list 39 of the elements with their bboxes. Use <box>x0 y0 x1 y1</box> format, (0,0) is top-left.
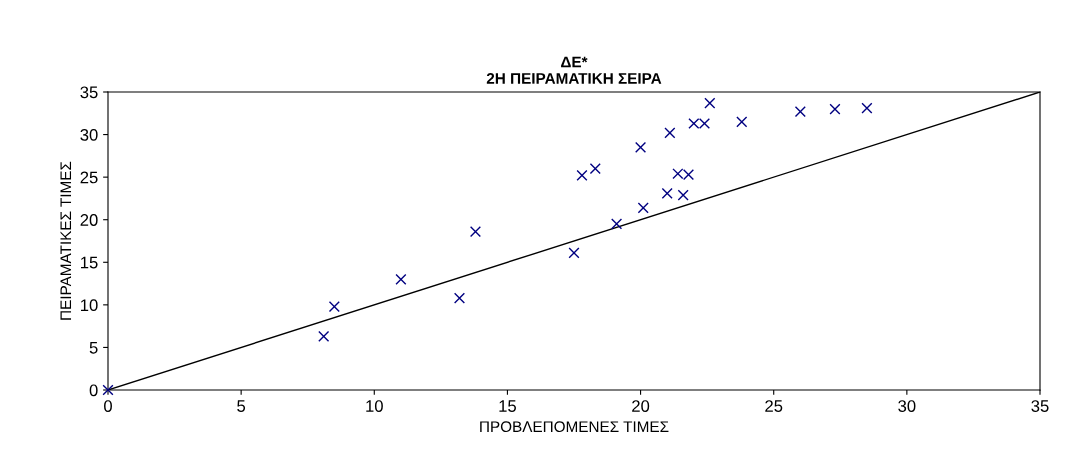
point <box>664 127 676 139</box>
y-tick-label: 30 <box>80 128 98 141</box>
point <box>328 301 340 313</box>
chart-title: ΔΕ* 2Η ΠΕΙΡΑΜΑΤΙΚΗ ΣΕΙΡΑ <box>486 56 662 84</box>
point <box>637 202 649 214</box>
x-tick-label: 5 <box>237 400 246 412</box>
point <box>568 247 580 259</box>
point <box>453 292 466 304</box>
point <box>102 384 114 396</box>
x-tick-label: 15 <box>499 400 516 412</box>
y-tick-label: 10 <box>81 299 98 312</box>
y-tick-label: 25 <box>80 171 98 184</box>
point <box>736 116 748 128</box>
point <box>611 218 623 230</box>
point <box>861 102 873 114</box>
point <box>677 189 689 201</box>
point <box>704 97 716 109</box>
x-axis-title: ΠΡΟΒΛΕΠΟΜΕΝΕΣ ΤΙΜΕΣ <box>480 421 669 433</box>
y-tick-label: 15 <box>81 256 98 269</box>
x-tick-label: 10 <box>366 400 383 412</box>
y-tick-label: 0 <box>89 384 98 397</box>
y-tick-label: 5 <box>89 342 98 354</box>
point <box>589 163 601 175</box>
y-tick-label: 20 <box>80 214 98 226</box>
x-tick-label: 35 <box>1031 400 1049 412</box>
point <box>794 106 806 118</box>
y-axis-title: ΠΕΙΡΑΜΑΤΙΚΕΣ ΤΙΜΕΣ <box>60 161 72 320</box>
x-tick-label: 30 <box>898 400 916 412</box>
point <box>661 187 673 199</box>
point <box>395 273 407 285</box>
y-tick-label: 35 <box>80 86 98 99</box>
x-tick-label: 25 <box>765 400 783 412</box>
point <box>829 103 841 115</box>
point <box>318 330 330 342</box>
point <box>576 169 588 181</box>
x-tick-label: 0 <box>104 400 112 412</box>
x-tick-label: 20 <box>632 400 650 412</box>
point <box>469 226 482 238</box>
point <box>635 141 647 153</box>
